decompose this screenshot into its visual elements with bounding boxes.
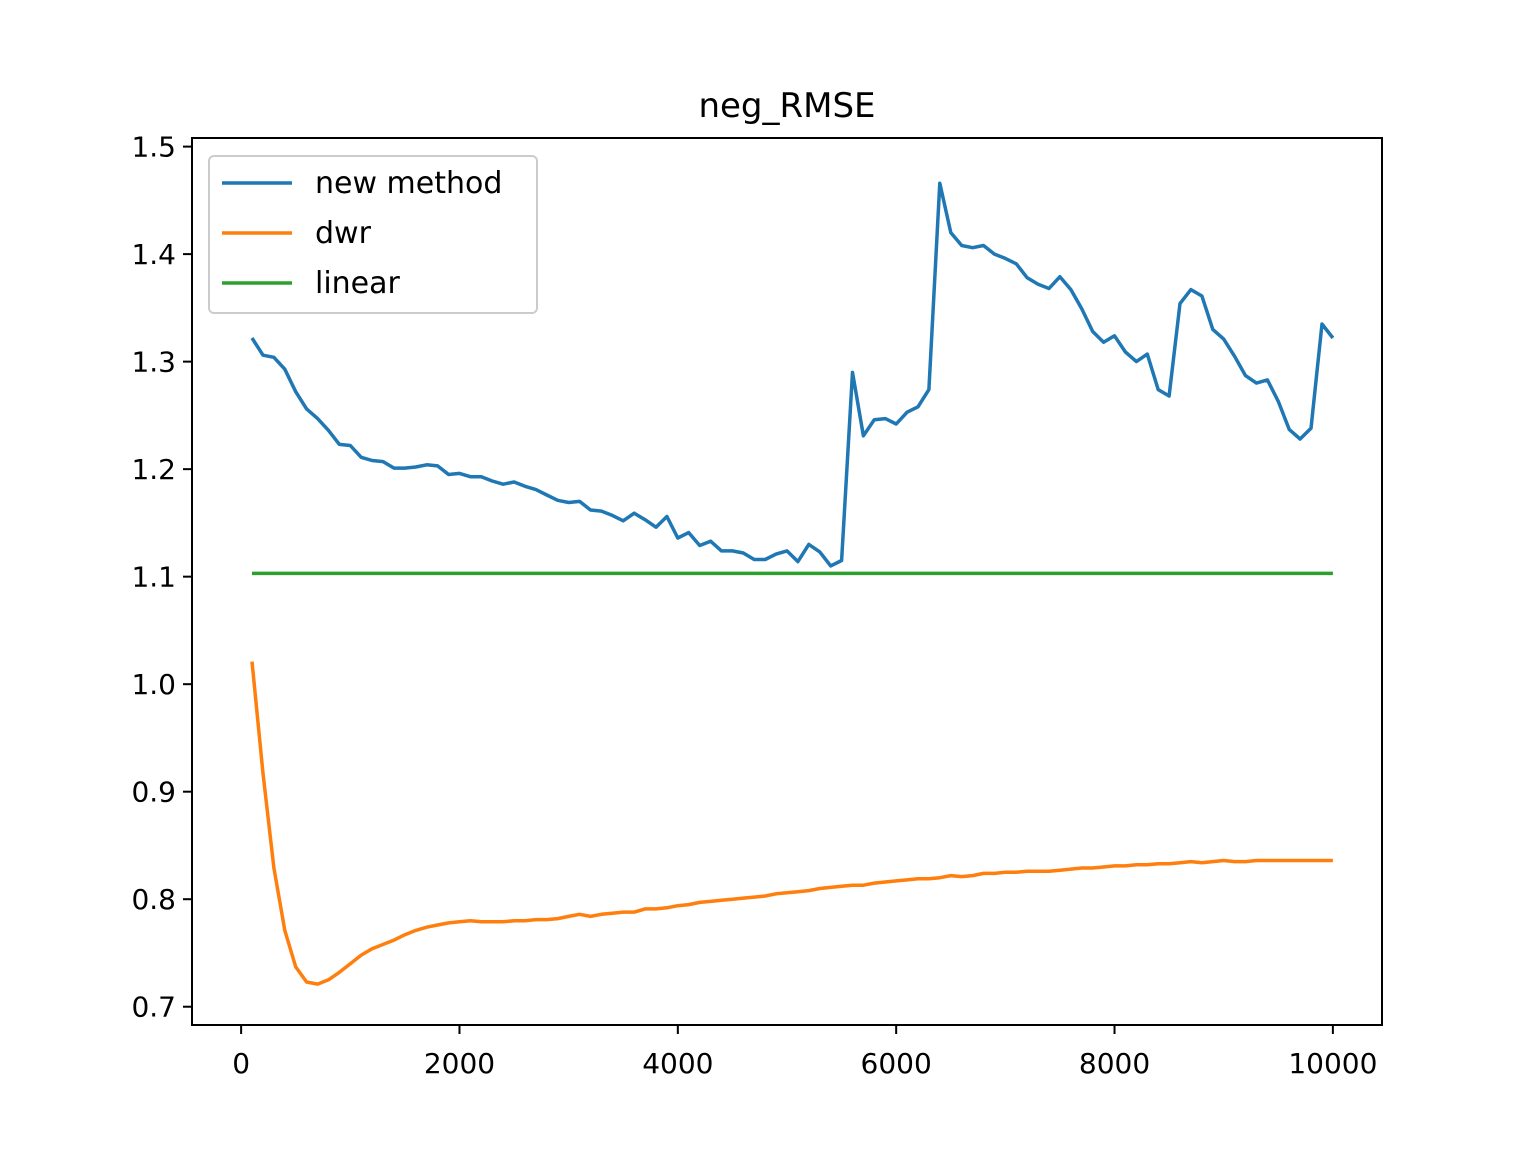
y-tick-label: 1.1 bbox=[131, 561, 176, 594]
y-axis: 0.7 0.8 0.9 1.0 1.1 1.2 1.3 1.4 1.5 bbox=[131, 131, 192, 1024]
x-tick-label: 8000 bbox=[1079, 1047, 1150, 1080]
legend-label-linear: linear bbox=[315, 266, 401, 301]
y-tick-label: 0.9 bbox=[131, 776, 176, 809]
plot-series bbox=[250, 181, 1335, 986]
plot-frame bbox=[191, 137, 1383, 1026]
legend: new method dwr linear bbox=[208, 155, 538, 314]
x-axis: 0 2000 4000 6000 8000 10000 bbox=[232, 1025, 1377, 1080]
y-tick-label: 1.4 bbox=[131, 238, 176, 271]
x-tick-label: 2000 bbox=[424, 1047, 495, 1080]
y-tick-label: 0.8 bbox=[131, 883, 176, 916]
legend-box bbox=[208, 155, 538, 314]
x-tick-label: 6000 bbox=[861, 1047, 932, 1080]
y-tick-label: 1.2 bbox=[131, 453, 176, 486]
y-tick-label: 1.3 bbox=[131, 346, 176, 379]
series-line-new-method bbox=[250, 181, 1335, 568]
chart-title: neg_RMSE bbox=[698, 86, 875, 126]
y-tick-label: 1.5 bbox=[131, 131, 176, 164]
x-tick-label: 4000 bbox=[642, 1047, 713, 1080]
legend-label-new-method: new method bbox=[315, 166, 502, 201]
x-tick-label: 10000 bbox=[1288, 1047, 1377, 1080]
series-line-dwr bbox=[250, 661, 1333, 986]
y-tick-label: 1.0 bbox=[131, 668, 176, 701]
legend-label-dwr: dwr bbox=[315, 216, 372, 251]
x-tick-label: 0 bbox=[232, 1047, 250, 1080]
y-tick-label: 0.7 bbox=[131, 991, 176, 1024]
